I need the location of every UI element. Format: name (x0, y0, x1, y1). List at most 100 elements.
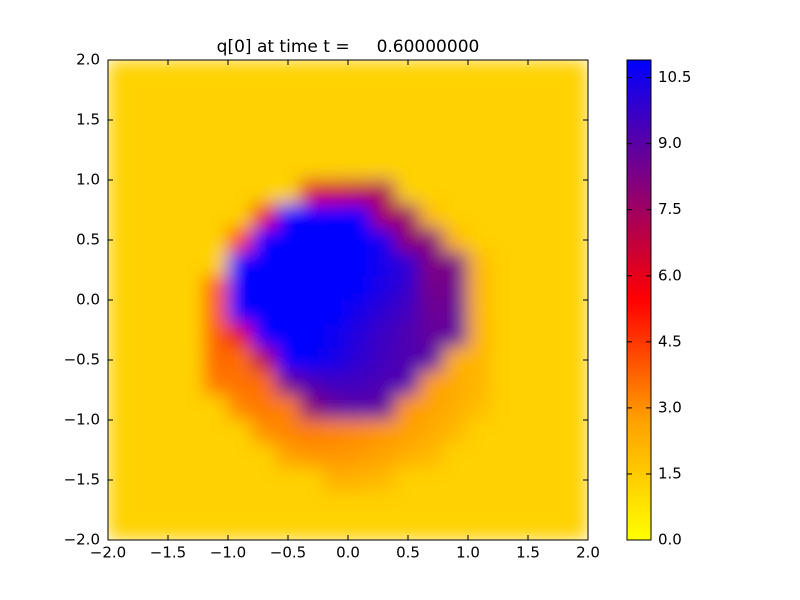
heat-cell (515, 299, 541, 325)
heat-cell (299, 299, 325, 325)
heat-cell (131, 203, 157, 229)
heat-cell (539, 83, 565, 109)
heat-cell (227, 371, 253, 397)
heat-cell (467, 203, 493, 229)
y-tick-label: 2.0 (76, 51, 100, 69)
heat-cell (227, 83, 253, 109)
y-tick-label: 0.5 (76, 231, 100, 249)
heat-cell (443, 203, 469, 229)
heat-cell (419, 83, 445, 109)
heat-cell (419, 443, 445, 469)
heat-cell (515, 203, 541, 229)
heat-cell (467, 155, 493, 181)
heat-cell (419, 467, 445, 493)
heat-cell (395, 83, 421, 109)
heat-cell (443, 155, 469, 181)
heat-cell (179, 203, 205, 229)
heat-cell (347, 155, 373, 181)
heat-cell (491, 467, 517, 493)
heat-cell (275, 227, 301, 253)
heat-cell (563, 299, 588, 325)
y-tick-label: −2.0 (64, 531, 100, 549)
colorbar-tick-label: 1.5 (658, 464, 682, 482)
heat-cell (491, 107, 517, 133)
heat-cell (227, 443, 253, 469)
heat-cell (251, 395, 277, 421)
heat-cell (299, 515, 325, 540)
heat-cell (371, 131, 397, 157)
heat-cell (539, 395, 565, 421)
x-tick-label: 0.5 (396, 544, 420, 562)
heat-cell (539, 275, 565, 301)
heat-cell (467, 299, 493, 325)
heat-cell (347, 203, 373, 229)
heat-cell (371, 443, 397, 469)
heat-cell (299, 323, 325, 349)
heat-cell (275, 323, 301, 349)
heat-cell (491, 299, 517, 325)
heat-cell (539, 443, 565, 469)
heat-cell (395, 491, 421, 517)
heat-cell (251, 251, 277, 277)
heat-cell (443, 131, 469, 157)
heat-cell (299, 251, 325, 277)
heat-cell (395, 251, 421, 277)
heat-cell (419, 491, 445, 517)
heat-cell (467, 275, 493, 301)
heat-cell (347, 83, 373, 109)
heat-cell (395, 323, 421, 349)
heat-cell (203, 251, 229, 277)
heat-cell (371, 467, 397, 493)
heat-cell (299, 179, 325, 205)
heat-cell (467, 371, 493, 397)
heat-cell (251, 419, 277, 445)
heat-cell (203, 467, 229, 493)
colorbar-tick-label: 3.0 (658, 398, 682, 416)
heat-cell (323, 395, 349, 421)
heat-cell (395, 395, 421, 421)
heat-cell (371, 419, 397, 445)
heat-cell (131, 299, 157, 325)
heat-cell (563, 371, 588, 397)
heat-cell (491, 227, 517, 253)
heat-cell (347, 227, 373, 253)
heat-cell (539, 467, 565, 493)
heat-cell (491, 251, 517, 277)
heat-cell (395, 203, 421, 229)
heat-cell (131, 179, 157, 205)
heat-cell (299, 227, 325, 253)
heat-cell (108, 131, 133, 157)
heat-cell (131, 371, 157, 397)
heat-cell (108, 395, 133, 421)
heat-cell (347, 347, 373, 373)
heat-cell (395, 227, 421, 253)
heat-cell (443, 371, 469, 397)
heat-cell (515, 491, 541, 517)
heat-cell (515, 131, 541, 157)
y-tick-label: 1.5 (76, 111, 100, 129)
colorbar-tick-label: 0.0 (658, 531, 682, 549)
heat-cell (443, 251, 469, 277)
heat-cell (467, 251, 493, 277)
y-tick-label: −0.5 (64, 351, 100, 369)
heat-cell (371, 251, 397, 277)
heat-cell (371, 227, 397, 253)
heat-cell (371, 323, 397, 349)
heat-cell (491, 131, 517, 157)
heat-cell (443, 83, 469, 109)
heat-cell (179, 347, 205, 373)
heat-cell (251, 299, 277, 325)
heat-cell (227, 395, 253, 421)
heat-cell (371, 275, 397, 301)
heat-cell (491, 60, 517, 85)
heat-cell (203, 323, 229, 349)
heat-cell (227, 275, 253, 301)
heat-cell (108, 419, 133, 445)
heat-cell (203, 371, 229, 397)
heat-cell (203, 515, 229, 540)
heat-cell (131, 419, 157, 445)
x-tick-label: −2.0 (90, 544, 126, 562)
heat-cell (155, 131, 181, 157)
heat-cell (395, 443, 421, 469)
colorbar-tick-label: 6.0 (658, 266, 682, 284)
